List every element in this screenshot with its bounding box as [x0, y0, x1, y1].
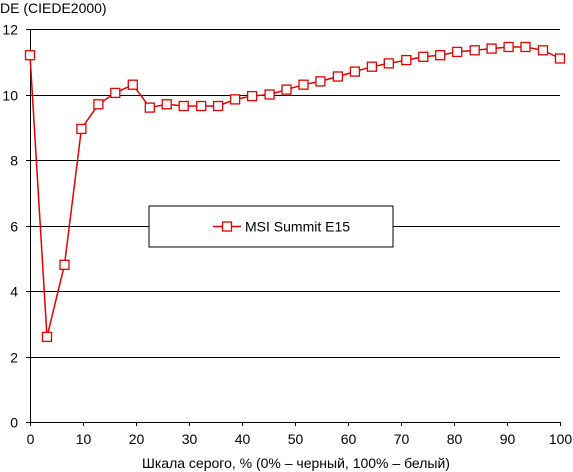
data-point-marker [229, 94, 241, 105]
x-tick-label: 50 [288, 431, 304, 447]
data-point-marker [246, 90, 258, 102]
legend-label: MSI Summit E15 [245, 219, 350, 235]
data-point-marker [435, 50, 446, 61]
x-tick-label: 90 [500, 431, 516, 447]
data-point-marker [349, 66, 361, 77]
data-point-marker [196, 100, 207, 112]
data-point-marker [161, 99, 172, 110]
data-point-marker [520, 41, 531, 53]
legend: MSI Summit E15 [148, 205, 394, 248]
data-point-marker [332, 71, 344, 82]
x-tick-label: 0 [27, 431, 35, 447]
series-layer [24, 41, 566, 343]
data-point-marker [383, 58, 394, 69]
data-point-marker [59, 259, 70, 270]
y-tick-label: 0 [10, 415, 18, 431]
legend-marker [221, 221, 233, 232]
series-line [29, 46, 561, 338]
data-point-marker [264, 89, 275, 100]
legend-box [148, 205, 394, 248]
data-point-marker [93, 99, 104, 110]
y-tick-label: 4 [10, 284, 18, 300]
data-point-marker [298, 79, 309, 90]
y-tick-label: 2 [10, 350, 18, 366]
y-tick-label: 12 [2, 22, 18, 38]
data-point-marker [178, 100, 189, 112]
data-point-marker [76, 123, 87, 135]
data-point-marker [486, 43, 497, 54]
data-point-marker [366, 61, 378, 72]
x-tick-label: 80 [447, 431, 463, 447]
data-point-marker [144, 102, 155, 113]
y-tick-label: 6 [10, 219, 18, 235]
data-point-marker [212, 100, 224, 112]
data-point-marker [401, 54, 412, 66]
x-tick-label: 60 [341, 431, 357, 447]
y-tick-label: 8 [10, 153, 18, 169]
x-tick-label: 10 [76, 431, 92, 447]
x-tick-label: 70 [394, 431, 410, 447]
y-tick-label: 10 [2, 88, 18, 104]
data-point-marker [24, 50, 36, 61]
x-tick-label: 100 [549, 431, 573, 447]
data-point-marker [315, 76, 326, 87]
axes [26, 29, 561, 426]
data-point-marker [41, 331, 53, 343]
data-point-marker [537, 45, 549, 56]
data-point-marker [281, 84, 292, 95]
data-point-marker [418, 51, 429, 62]
data-point-marker [554, 53, 566, 64]
data-point-marker [127, 79, 138, 90]
x-tick-label: 30 [182, 431, 198, 447]
x-axis-title: Шкала серого, % (0% – черный, 100% – бел… [142, 455, 450, 471]
data-point-marker [452, 46, 463, 58]
data-point-marker [110, 87, 121, 99]
data-point-marker [469, 45, 480, 56]
x-tick-label: 20 [129, 431, 145, 447]
tick-labels: 0 2 4 6 8 10 12 0 10 20 30 40 50 60 70 80 90 100 [2, 22, 572, 448]
data-point-marker [503, 41, 514, 53]
y-axis-title: DE (CIEDE2000) [0, 0, 107, 16]
x-tick-label: 40 [235, 431, 251, 447]
